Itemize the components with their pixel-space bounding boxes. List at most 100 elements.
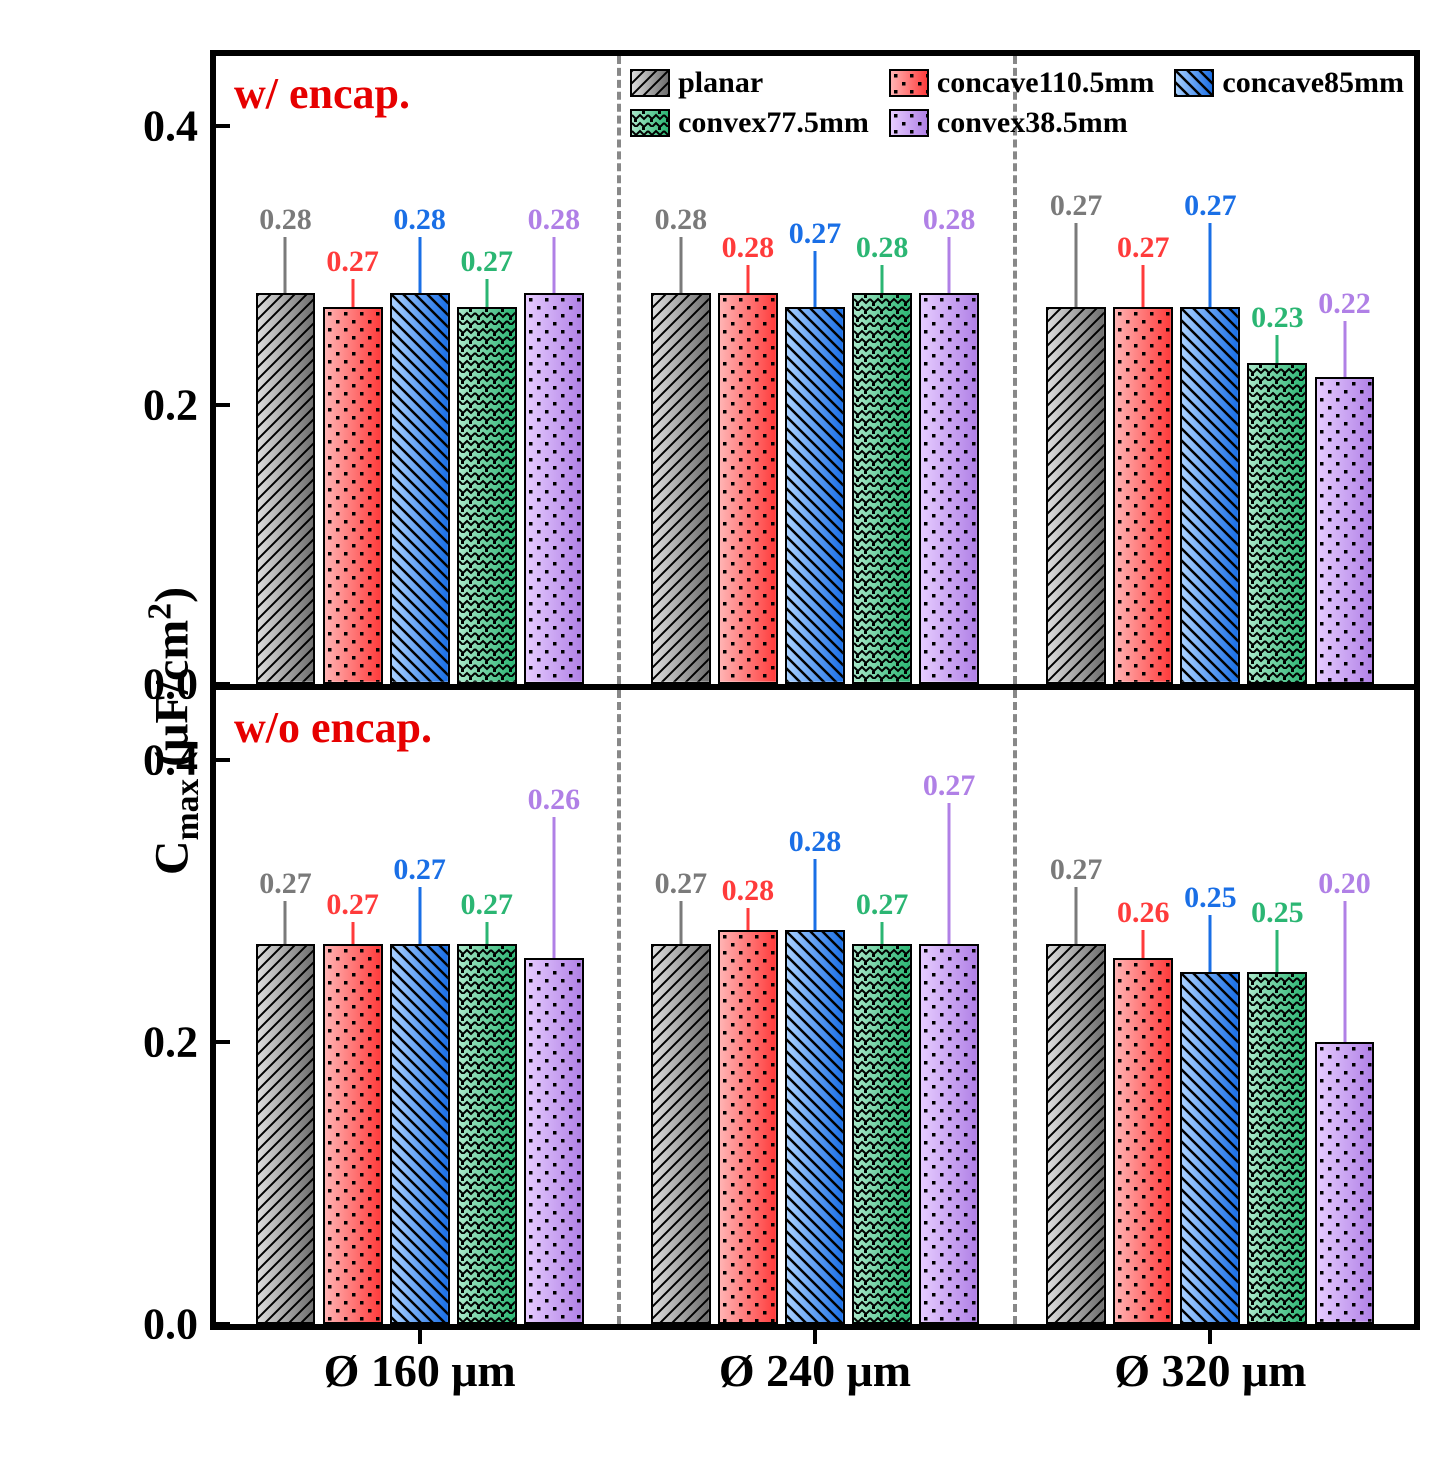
panel-title: w/o encap. (234, 702, 432, 753)
legend-item: convex38.5mm (889, 106, 1154, 140)
xtick-mark (1208, 1324, 1212, 1344)
bar (1046, 944, 1106, 1324)
bar-value-label: 0.27 (1050, 853, 1103, 887)
bar-label-stem (1343, 901, 1346, 1042)
group-divider (617, 56, 621, 684)
bar (852, 944, 912, 1324)
bar-value-label: 0.28 (856, 231, 909, 265)
legend-label: concave85mm (1222, 66, 1404, 100)
bar-value-label: 0.28 (789, 825, 842, 859)
legend-swatch (630, 69, 670, 97)
bar-label-stem (552, 237, 555, 293)
bar-label-stem (948, 803, 951, 944)
bar (1247, 972, 1307, 1324)
panel-title: w/ encap. (234, 68, 410, 119)
group-divider (1013, 690, 1017, 1324)
ytick-mark (216, 124, 230, 128)
bar-value-label: 0.27 (326, 888, 379, 922)
x-group-label: Ø 240 μm (719, 1344, 911, 1397)
bar-value-label: 0.27 (460, 888, 513, 922)
bar-value-label: 0.28 (722, 231, 775, 265)
bar-label-stem (485, 279, 488, 307)
figure: Cmax (μF/cm2) 0.00.20.4w/ encap. planar … (20, 20, 1433, 1442)
bar (323, 944, 383, 1324)
bar-value-label: 0.28 (923, 203, 976, 237)
x-group-label: Ø 160 μm (324, 1344, 516, 1397)
bar-label-stem (418, 237, 421, 293)
legend-swatch (889, 69, 929, 97)
bar (256, 293, 316, 684)
ytick-mark (216, 403, 230, 407)
legend-label: convex38.5mm (937, 106, 1128, 140)
bar-label-stem (1343, 321, 1346, 377)
bar-value-label: 0.27 (923, 769, 976, 803)
bar-label-stem (351, 279, 354, 307)
legend-label: concave110.5mm (937, 66, 1154, 100)
bar-label-stem (1142, 930, 1145, 958)
bar (457, 307, 517, 684)
bar-label-stem (679, 237, 682, 293)
bar-label-stem (814, 251, 817, 307)
bar (1315, 1042, 1375, 1324)
ytick-mark (216, 1040, 230, 1044)
bar-label-stem (814, 859, 817, 929)
legend-swatch (630, 109, 670, 137)
ytick-label: 0.4 (143, 735, 198, 786)
bar (390, 293, 450, 684)
panels-container: 0.00.20.4w/ encap. planar concave110.5mm (210, 50, 1420, 1330)
bar (1180, 307, 1240, 684)
bar-label-stem (485, 922, 488, 943)
legend-item: planar (630, 66, 869, 100)
bar-value-label: 0.22 (1318, 287, 1371, 321)
bar-label-stem (1142, 265, 1145, 307)
bar-label-stem (1276, 335, 1279, 363)
bar (524, 958, 584, 1324)
ytick-label: 0.0 (143, 659, 198, 710)
bar-value-label: 0.27 (1184, 189, 1237, 223)
bar-value-label: 0.27 (1050, 189, 1103, 223)
legend-item: convex77.5mm (630, 106, 869, 140)
bar (323, 307, 383, 684)
bar-value-label: 0.26 (528, 783, 581, 817)
bar-value-label: 0.27 (460, 245, 513, 279)
bar-label-stem (1276, 930, 1279, 972)
ytick-label: 0.2 (143, 1017, 198, 1068)
y-axis-label: Cmax (μF/cm2) (141, 587, 207, 875)
bar (785, 930, 845, 1324)
panel-top: 0.00.20.4w/ encap. planar concave110.5mm (216, 56, 1414, 690)
bar-label-stem (351, 922, 354, 943)
bar (718, 293, 778, 684)
bar-value-label: 0.27 (789, 217, 842, 251)
legend-label: planar (678, 66, 763, 100)
bar (1247, 363, 1307, 684)
bar (1315, 377, 1375, 684)
legend-label: convex77.5mm (678, 106, 869, 140)
bar (524, 293, 584, 684)
bar-value-label: 0.28 (528, 203, 581, 237)
ytick-mark (216, 682, 230, 686)
bar-label-stem (881, 922, 884, 943)
group-divider (1013, 56, 1017, 684)
legend-swatch (889, 109, 929, 137)
ytick-mark (216, 1322, 230, 1326)
legend-item: concave110.5mm (889, 66, 1154, 100)
bar-label-stem (284, 901, 287, 943)
bar-label-stem (679, 901, 682, 943)
bar-value-label: 0.28 (722, 874, 775, 908)
bar-value-label: 0.27 (655, 867, 708, 901)
bar-value-label: 0.27 (259, 867, 312, 901)
ytick-label: 0.4 (143, 100, 198, 151)
bar-value-label: 0.27 (856, 888, 909, 922)
bar (718, 930, 778, 1324)
panel-bottom: 0.00.20.4w/o encap. 0.27 0.27 0.27 (216, 690, 1414, 1324)
legend-item: concave85mm (1174, 66, 1404, 100)
bar-value-label: 0.28 (259, 203, 312, 237)
bar (651, 944, 711, 1324)
bar (919, 944, 979, 1324)
bar-value-label: 0.28 (393, 203, 446, 237)
ytick-label: 0.0 (143, 1299, 198, 1350)
bar-label-stem (552, 817, 555, 958)
legend-swatch (1174, 69, 1214, 97)
bar (1113, 958, 1173, 1324)
bar (256, 944, 316, 1324)
